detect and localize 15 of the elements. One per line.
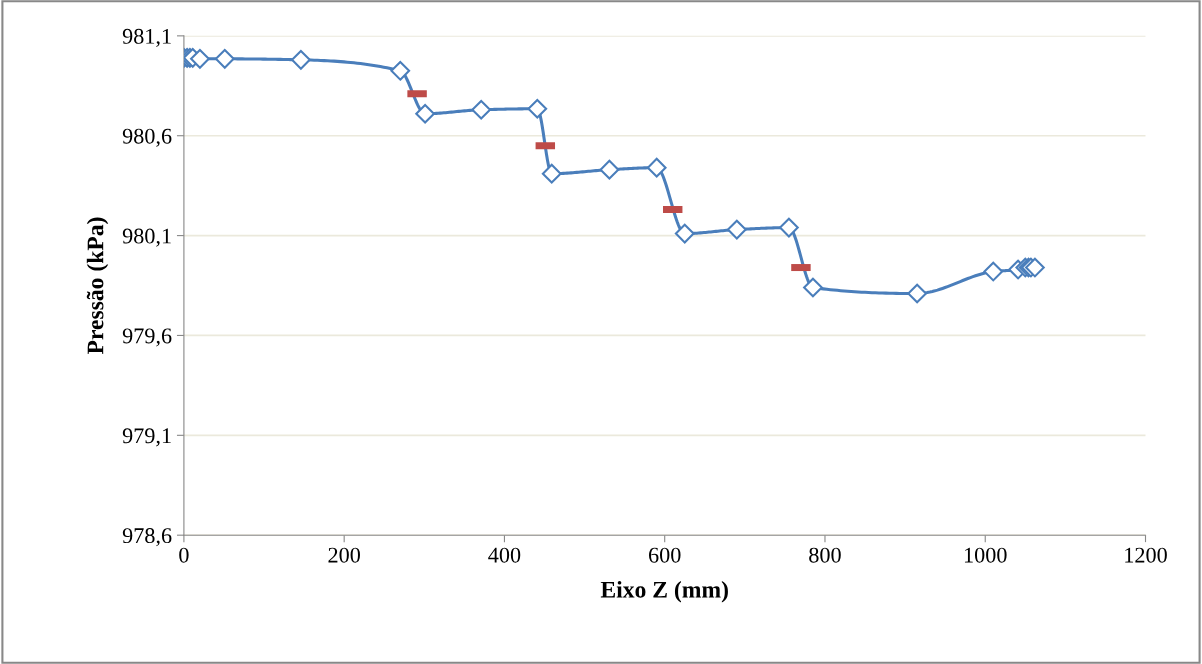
x-axis-title: Eixo Z (mm) (600, 581, 728, 603)
y-axis-title: Pressão (kPa) (86, 217, 109, 355)
x-tick-label: 0 (179, 547, 189, 563)
y-tick-label: 980,6 (122, 128, 172, 147)
y-tick-label: 978,6 (122, 528, 172, 547)
x-tick-label: 1000 (964, 547, 1007, 563)
x-tick-label: 200 (328, 547, 360, 563)
y-tick-label: 980,1 (122, 228, 171, 247)
y-tick-label: 979,1 (122, 428, 171, 447)
x-tick-label: 600 (648, 547, 681, 563)
x-tick-label: 800 (809, 547, 841, 563)
x-tick-label: 1200 (1125, 547, 1167, 563)
y-tick-label: 981,1 (122, 28, 171, 47)
x-tick-label: 400 (488, 547, 521, 563)
y-tick-label: 979,6 (122, 328, 172, 347)
